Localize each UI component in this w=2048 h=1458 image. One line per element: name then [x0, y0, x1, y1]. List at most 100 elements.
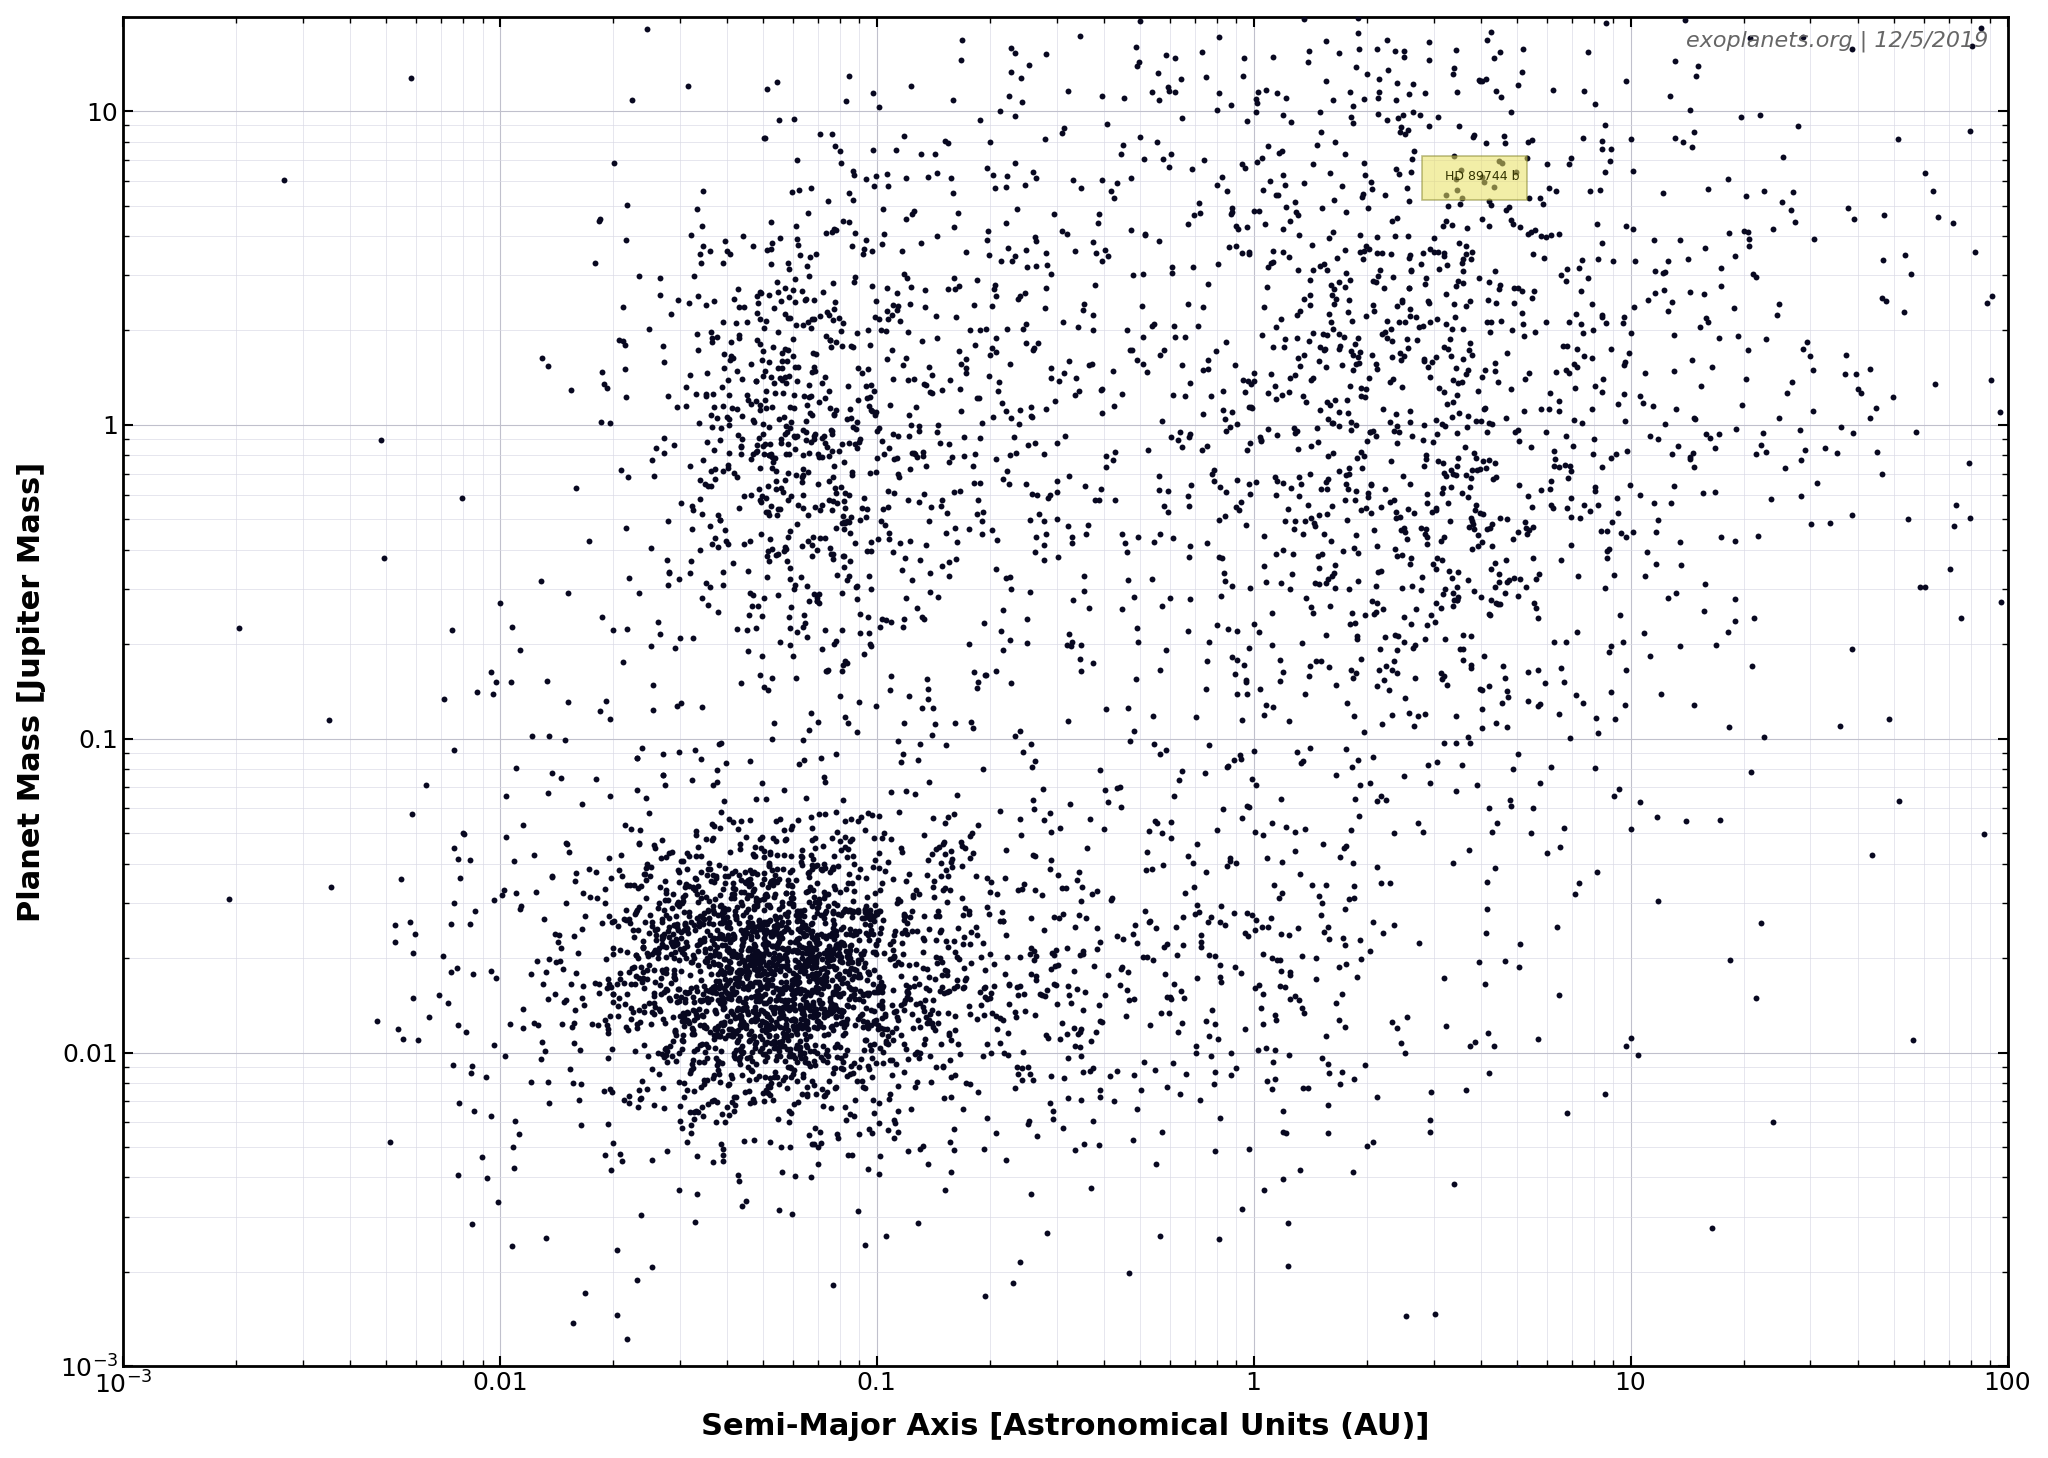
Point — [748, 1042, 780, 1066]
Point — [889, 904, 922, 927]
Point — [666, 889, 698, 913]
Point — [696, 330, 729, 353]
Point — [813, 990, 846, 1013]
Point — [2005, 413, 2038, 436]
Point — [1446, 260, 1479, 283]
Point — [717, 551, 750, 574]
Point — [440, 1163, 473, 1187]
Point — [721, 397, 754, 420]
Point — [758, 1002, 791, 1025]
Point — [1339, 351, 1372, 375]
Point — [1790, 330, 1823, 353]
Point — [1366, 598, 1399, 621]
Point — [721, 959, 754, 983]
Point — [604, 1142, 637, 1165]
Point — [1251, 916, 1284, 939]
Point — [811, 961, 844, 984]
Point — [1233, 1137, 1266, 1161]
Point — [1182, 833, 1214, 856]
Point — [864, 917, 897, 940]
Point — [1675, 348, 1708, 372]
Point — [651, 978, 684, 1002]
Point — [1372, 490, 1405, 513]
Point — [786, 846, 819, 869]
Point — [1278, 518, 1311, 541]
Point — [705, 981, 737, 1005]
Point — [862, 900, 895, 923]
Point — [700, 1050, 733, 1073]
Point — [610, 1328, 643, 1352]
Point — [831, 375, 864, 398]
Point — [750, 910, 782, 933]
Point — [530, 1226, 563, 1250]
Point — [1260, 948, 1292, 971]
Point — [780, 313, 813, 337]
Point — [1745, 911, 1778, 935]
Point — [705, 732, 737, 755]
Point — [735, 924, 768, 948]
Point — [1065, 1088, 1098, 1111]
Point — [758, 1037, 791, 1060]
Point — [1014, 942, 1047, 965]
Point — [1380, 1016, 1413, 1040]
Point — [733, 1028, 766, 1051]
Point — [1133, 819, 1165, 843]
Point — [1229, 156, 1262, 179]
Point — [825, 1000, 858, 1024]
Point — [1018, 844, 1051, 868]
Point — [694, 1021, 727, 1044]
Point — [715, 927, 748, 951]
Point — [596, 1080, 629, 1104]
Point — [1610, 658, 1642, 681]
Point — [702, 429, 735, 452]
Point — [1135, 567, 1167, 590]
Point — [680, 882, 713, 905]
Point — [1389, 311, 1421, 334]
Point — [979, 274, 1012, 297]
Point — [1542, 389, 1575, 413]
Point — [778, 383, 811, 407]
Point — [971, 227, 1004, 251]
Point — [1067, 564, 1100, 588]
Point — [801, 927, 834, 951]
Point — [1006, 878, 1038, 901]
Point — [870, 319, 903, 343]
Point — [741, 426, 774, 449]
Point — [1413, 238, 1446, 261]
Point — [715, 984, 748, 1007]
Point — [1329, 898, 1362, 921]
Point — [938, 977, 971, 1000]
Point — [1251, 381, 1284, 404]
Point — [637, 1000, 670, 1024]
Point — [786, 921, 819, 945]
Point — [850, 996, 883, 1019]
Point — [680, 1037, 713, 1060]
Point — [975, 987, 1008, 1010]
Point — [676, 999, 709, 1022]
Point — [647, 926, 680, 949]
Point — [719, 1086, 752, 1110]
Point — [1718, 609, 1751, 633]
Point — [1391, 1005, 1423, 1028]
Point — [526, 347, 559, 370]
Point — [698, 939, 731, 962]
Point — [2028, 417, 2048, 440]
Point — [797, 885, 829, 908]
Point — [1180, 1042, 1212, 1066]
Point — [709, 519, 741, 542]
Point — [801, 589, 834, 612]
Point — [618, 903, 651, 926]
Point — [1055, 634, 1087, 658]
Point — [1456, 241, 1489, 264]
Point — [1522, 1028, 1554, 1051]
Point — [879, 923, 911, 946]
Point — [838, 958, 870, 981]
Point — [842, 920, 874, 943]
Point — [707, 311, 739, 334]
Point — [600, 1238, 633, 1261]
Point — [422, 984, 455, 1007]
Point — [1112, 319, 1145, 343]
Point — [672, 873, 705, 897]
Point — [1450, 235, 1483, 258]
Point — [838, 977, 870, 1000]
